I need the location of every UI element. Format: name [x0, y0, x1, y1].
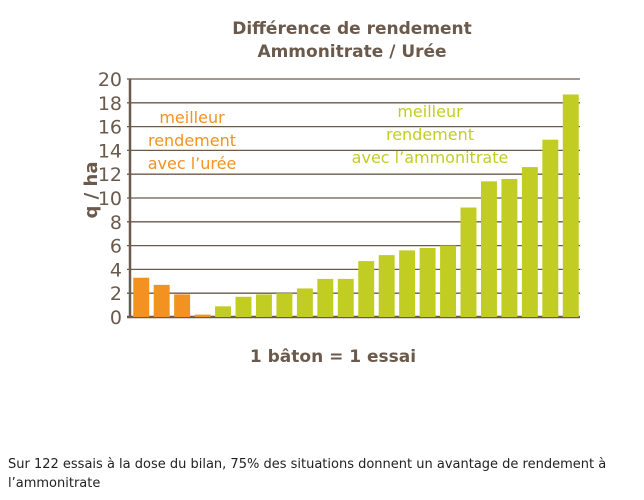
- y-tick-label: 20: [98, 69, 122, 91]
- bar: [501, 178, 518, 317]
- annotation-ammonitrate: meilleur: [397, 102, 463, 121]
- annotation-uree: rendement: [148, 131, 236, 150]
- bar: [378, 255, 395, 317]
- y-tick-label: 2: [110, 283, 122, 305]
- y-tick-label: 12: [98, 164, 122, 186]
- y-tick-label: 10: [98, 188, 122, 210]
- chart-title: Différence de rendement: [232, 19, 472, 39]
- annotation-ammonitrate: rendement: [386, 125, 474, 144]
- y-tick-label: 4: [110, 259, 122, 281]
- bar: [460, 207, 477, 317]
- y-tick-label: 18: [98, 93, 122, 115]
- bar: [480, 181, 497, 317]
- chart-title: Ammonitrate / Urée: [257, 42, 446, 62]
- annotation-ammonitrate: avec l’ammonitrate: [352, 148, 509, 167]
- bar: [358, 261, 375, 317]
- bar: [235, 296, 252, 317]
- bar: [255, 294, 272, 317]
- annotation-uree: meilleur: [159, 108, 225, 127]
- bar: [419, 247, 436, 317]
- y-axis-label: q / ha: [81, 162, 102, 219]
- y-tick-label: 16: [98, 117, 122, 139]
- annotation-uree: avec l’urée: [148, 154, 237, 173]
- y-tick-label: 14: [98, 140, 122, 162]
- bar: [276, 293, 293, 317]
- bar-chart: Différence de rendement Ammonitrate / Uré…: [81, 19, 580, 367]
- chart-caption: Sur 122 essais à la dose du bilan, 75% d…: [8, 457, 607, 491]
- bar: [399, 250, 416, 317]
- y-tick-label: 6: [110, 236, 122, 258]
- bar: [174, 294, 191, 317]
- bar: [215, 306, 232, 317]
- x-axis-label: 1 bâton = 1 essai: [250, 347, 416, 367]
- bar: [317, 278, 334, 317]
- bar: [542, 139, 559, 317]
- bar: [521, 167, 538, 317]
- bar: [440, 245, 457, 317]
- bar: [562, 94, 579, 317]
- y-tick-label: 0: [110, 307, 122, 329]
- bar: [153, 284, 170, 317]
- y-tick-label: 8: [110, 212, 122, 234]
- bar: [194, 314, 211, 317]
- bar: [337, 278, 354, 317]
- bar: [133, 277, 150, 317]
- bar: [296, 288, 313, 317]
